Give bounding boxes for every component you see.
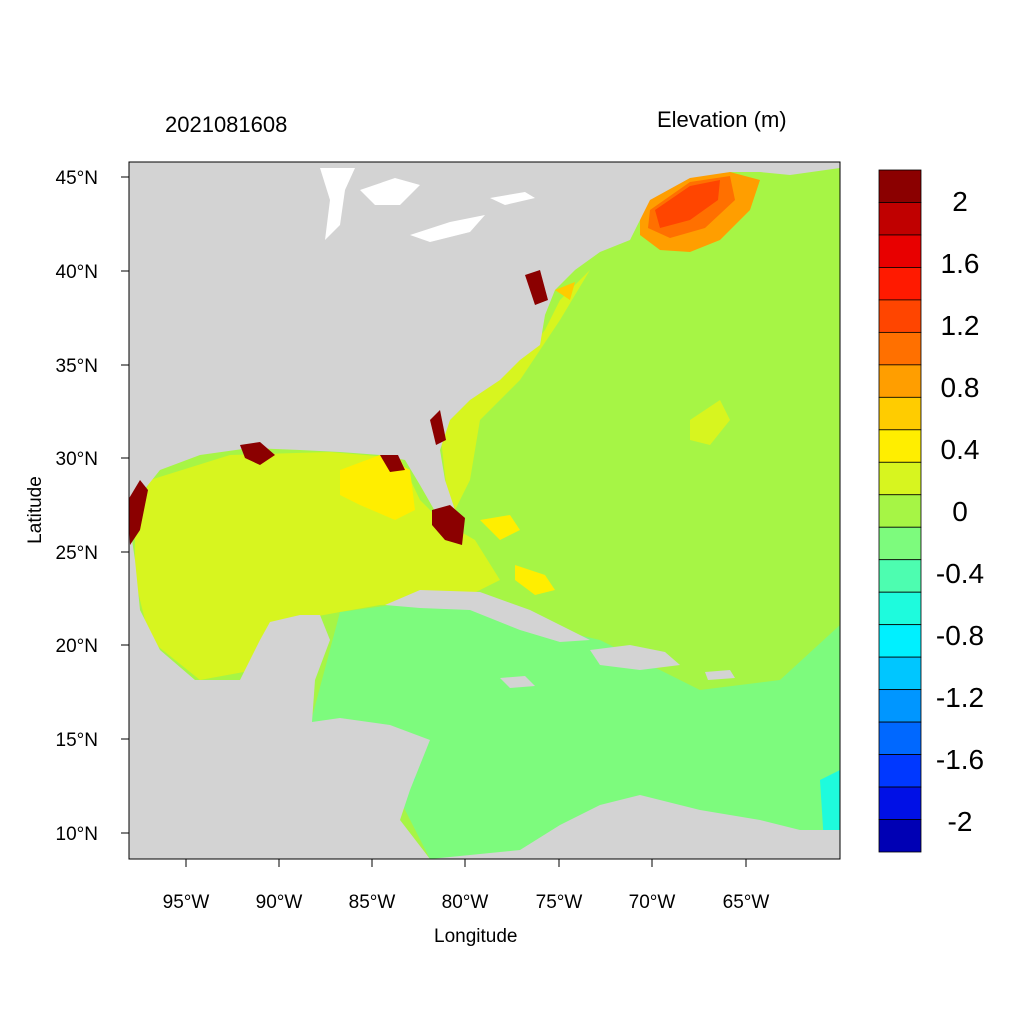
jamaica-island [500, 676, 535, 688]
colorbar-label: 0.4 [941, 434, 980, 465]
colorbar-swatch [878, 786, 922, 820]
mexico-central-america-land [129, 520, 430, 859]
y-tick-label: 35°N [56, 356, 98, 377]
north-america-land [129, 162, 840, 540]
colorbar-swatch [878, 331, 922, 366]
georgia-surge [430, 410, 446, 445]
colorbar-label: 0.8 [941, 372, 980, 403]
x-tick-label: 75°W [536, 892, 583, 913]
lake-michigan [320, 168, 355, 240]
colorbar-swatch [878, 689, 922, 723]
colorbar-label: 1.2 [941, 310, 980, 341]
hispaniola-island [590, 645, 680, 670]
lake-erie [410, 215, 485, 242]
colorbar-labels: 2 1.6 1.2 0.8 0.4 0 -0.4 -0.8 -1.2 -1.6 … [936, 186, 984, 837]
colorbar-swatch [878, 721, 922, 755]
puerto-rico-island [705, 670, 735, 680]
big-bend-surge [380, 455, 405, 472]
y-tick-label: 10°N [56, 824, 98, 845]
colorbar-swatch [878, 267, 922, 301]
map-plot[interactable] [128, 162, 840, 859]
colorbar-swatch [878, 624, 922, 658]
y-tick-label: 40°N [56, 262, 98, 283]
colorbar-swatch [878, 396, 922, 431]
gulf-east-high [340, 455, 415, 520]
colorbar-label: -2 [948, 806, 973, 837]
south-america-land [430, 795, 840, 859]
nj-surge [555, 282, 575, 300]
colorbar-label: 0 [952, 496, 968, 527]
x-tick-label: 90°W [256, 892, 303, 913]
cuba-island [385, 590, 590, 642]
x-tick-label: 65°W [723, 892, 770, 913]
caribbean-sea [310, 600, 840, 859]
lake-ontario [490, 192, 535, 205]
y-tick-label: 25°N [56, 543, 98, 564]
colorbar-swatch [878, 819, 922, 853]
colorbar-swatch [878, 234, 922, 268]
y-tick-label: 30°N [56, 449, 98, 470]
gulf-of-maine-surge-peak [655, 180, 720, 228]
louisiana-surge [240, 442, 275, 465]
colorbar-label: -1.6 [936, 744, 984, 775]
x-axis-label: Longitude [434, 926, 518, 947]
x-tick-label: 95°W [163, 892, 210, 913]
lake-huron [360, 178, 420, 205]
colorbar-swatch [878, 364, 922, 398]
plot-frame [128, 161, 841, 860]
offshore-patch [690, 400, 730, 445]
x-tick-label: 85°W [349, 892, 396, 913]
colorbar-label: 1.6 [941, 248, 980, 279]
colorbar-label: -1.2 [936, 682, 984, 713]
colorbar-swatch [878, 754, 922, 788]
y-axis-ticks: 45°N 40°N 35°N 30°N 25°N 20°N 15°N 10°N [56, 168, 129, 845]
colorbar-swatch [878, 169, 922, 203]
colorbar-swatch [878, 559, 922, 593]
colorbar-swatch [878, 461, 922, 496]
colorbar-label: -0.4 [936, 558, 984, 589]
colorbar-label: 2 [952, 186, 968, 217]
colorbar-swatch [878, 591, 922, 626]
great-bahama-bank [515, 565, 555, 595]
x-axis-ticks: 95°W 90°W 85°W 80°W 75°W 70°W 65°W [163, 859, 770, 913]
bahamas-shelf [480, 515, 520, 540]
colorbar-swatch [878, 299, 922, 333]
x-tick-label: 70°W [629, 892, 676, 913]
chesapeake-surge [525, 270, 548, 305]
x-tick-label: 80°W [442, 892, 489, 913]
colorbar-swatch [878, 202, 922, 236]
variable-label: Elevation (m) [657, 107, 787, 132]
y-tick-label: 45°N [56, 168, 98, 189]
texas-surge [129, 480, 148, 545]
colorbar [878, 169, 922, 853]
y-tick-label: 20°N [56, 636, 98, 657]
colorbar-swatch [878, 429, 922, 463]
florida-surge [432, 505, 465, 545]
colorbar-label: -0.8 [936, 620, 984, 651]
timestamp-label: 2021081608 [165, 112, 288, 137]
atlantic-shelf [440, 270, 590, 520]
y-tick-label: 15°N [56, 730, 98, 751]
colorbar-swatch [878, 494, 922, 528]
colorbar-swatch [878, 526, 922, 561]
colorbar-swatch [878, 656, 922, 691]
